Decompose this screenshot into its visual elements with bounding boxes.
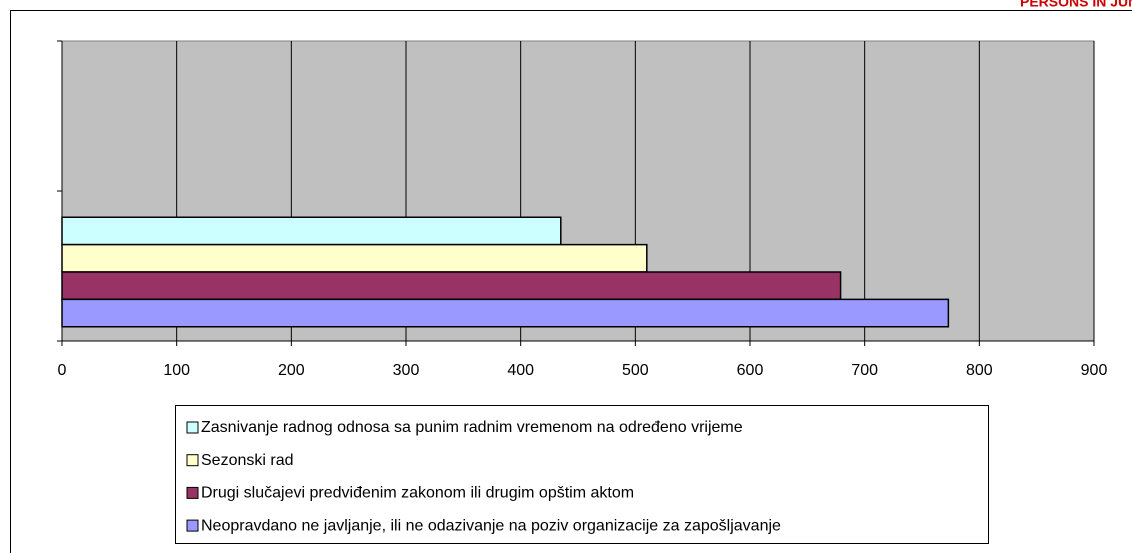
bar (61, 271, 842, 301)
legend-swatch (186, 519, 199, 532)
bar (61, 243, 648, 273)
legend (175, 405, 989, 544)
bar (61, 216, 562, 246)
legend-swatch (186, 486, 199, 499)
x-tick-label: 800 (966, 362, 993, 379)
x-tick-label: 900 (1081, 362, 1108, 379)
chart-title: PERSONS IN JUNE 20 (1020, 0, 1132, 10)
x-tick-label: 200 (278, 362, 305, 379)
x-tick-label: 100 (163, 362, 190, 379)
legend-swatch (186, 421, 199, 434)
bar (61, 298, 950, 328)
x-tick-label: 0 (58, 362, 67, 379)
x-tick-label: 300 (393, 362, 420, 379)
x-tick-label: 500 (622, 362, 649, 379)
legend-label: Zasnivanje radnog odnosa sa punim radnim… (201, 419, 743, 436)
x-tick-label: 400 (507, 362, 534, 379)
legend-swatch (186, 454, 199, 467)
legend-label: Sezonski rad (201, 452, 294, 469)
x-tick-label: 700 (851, 362, 878, 379)
legend-label: Drugi slučajevi predviđenim zakonom ili … (201, 485, 634, 502)
legend-label: Neopravdano ne javljanje, ili ne odaziva… (201, 517, 781, 534)
x-tick-label: 600 (737, 362, 764, 379)
